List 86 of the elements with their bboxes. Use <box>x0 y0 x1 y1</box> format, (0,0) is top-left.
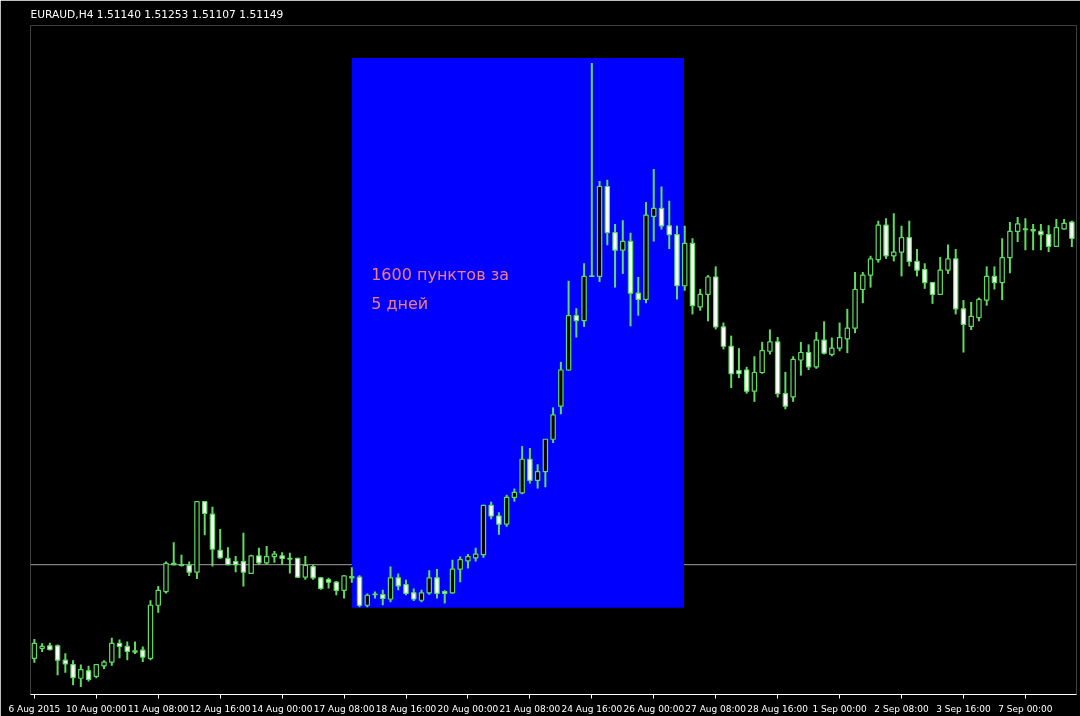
candlestick <box>751 355 758 403</box>
candlestick <box>426 569 432 596</box>
candlestick <box>759 340 765 375</box>
candlestick <box>914 247 920 278</box>
x-tick-label: 24 Aug 16:00 <box>561 703 623 714</box>
x-tick-label: 20 Aug 00:00 <box>437 703 499 714</box>
candlestick <box>1022 217 1029 252</box>
candlestick <box>341 574 347 600</box>
candlestick <box>349 566 355 584</box>
x-tick-label: 11 Aug 08:00 <box>127 703 189 714</box>
x-tick-label: 1 Sep 00:00 <box>812 703 868 714</box>
candlestick <box>589 61 595 278</box>
candlestick <box>54 643 61 677</box>
candlestick <box>1045 224 1052 254</box>
candlestick <box>449 558 456 595</box>
candlestick <box>767 328 773 356</box>
candlestick <box>62 652 69 674</box>
candlestick <box>906 219 912 268</box>
candlestick <box>922 262 928 290</box>
candlestick <box>720 321 727 351</box>
annotation: 1600 пунктов за 5 дней <box>371 265 509 313</box>
candlestick <box>976 296 982 323</box>
x-tick-label: 10 Aug 00:00 <box>65 703 127 714</box>
candlestick <box>782 370 789 411</box>
candlestick <box>1038 222 1044 252</box>
candlestick <box>805 343 812 371</box>
x-tick-label: 2 Sep 08:00 <box>874 703 929 714</box>
candlestick <box>821 320 827 356</box>
candlestick <box>263 544 270 566</box>
candlestick <box>697 287 703 312</box>
candlestick <box>867 254 874 289</box>
candlestick <box>287 551 293 575</box>
candlestick <box>612 222 618 289</box>
chart-title: EURAUD,H4 1.51140 1.51253 1.51107 1.51149 <box>30 7 284 21</box>
candlestick <box>829 336 835 358</box>
candlestick <box>960 299 967 354</box>
candlestick <box>496 511 502 536</box>
candlestick <box>620 219 626 275</box>
x-tick-label: 26 Aug 00:00 <box>623 703 685 714</box>
candlestick <box>860 271 866 305</box>
candlestick <box>991 265 998 291</box>
x-tick-label: 12 Aug 16:00 <box>189 703 251 714</box>
candlestick <box>983 265 990 307</box>
candlestick <box>217 528 223 560</box>
candlestick <box>658 185 665 231</box>
x-tick-label: 6 Aug 2015 <box>8 703 61 714</box>
candlestick <box>635 276 642 317</box>
candlestick <box>109 636 115 667</box>
candlestick <box>705 274 711 323</box>
candlestick <box>968 300 974 332</box>
x-tick-label: 21 Aug 08:00 <box>499 703 561 714</box>
candlestick <box>898 224 905 278</box>
candlestick <box>116 638 123 660</box>
candlestick <box>302 554 309 581</box>
candlestick <box>155 584 161 614</box>
x-tick-label: 18 Aug 16:00 <box>375 703 437 714</box>
x-tick-label: 3 Sep 16:00 <box>936 703 991 714</box>
x-tick-label: 28 Aug 16:00 <box>747 703 809 714</box>
x-tick-label: 27 Aug 08:00 <box>685 703 747 714</box>
candlestick <box>945 243 951 275</box>
candlestick <box>736 347 742 380</box>
candlestick <box>171 541 177 567</box>
candlestick <box>666 199 672 250</box>
candlestick <box>891 212 897 263</box>
candlestick <box>1069 219 1075 249</box>
candlestick <box>836 321 843 353</box>
candlestick <box>457 555 463 584</box>
candlestick <box>651 168 657 243</box>
x-tick-label: 7 Sep 00:00 <box>998 703 1053 714</box>
candlestick <box>70 659 76 687</box>
candlestick <box>201 500 208 537</box>
candlestick <box>798 340 804 377</box>
x-tick-label: 14 Aug 00:00 <box>251 703 313 714</box>
candlestick <box>1053 217 1060 249</box>
candlestick <box>124 640 131 662</box>
candlestick <box>534 463 541 490</box>
candlestick <box>387 565 394 604</box>
candlestick <box>240 531 247 588</box>
candlestick <box>527 446 533 485</box>
candlestick <box>1030 222 1036 252</box>
candlestick <box>434 568 440 600</box>
x-tick-label: 17 Aug 08:00 <box>313 703 375 714</box>
candlestick <box>78 663 84 689</box>
candlestick <box>1014 216 1021 244</box>
candlestick <box>743 365 750 395</box>
candlestick <box>573 307 580 339</box>
